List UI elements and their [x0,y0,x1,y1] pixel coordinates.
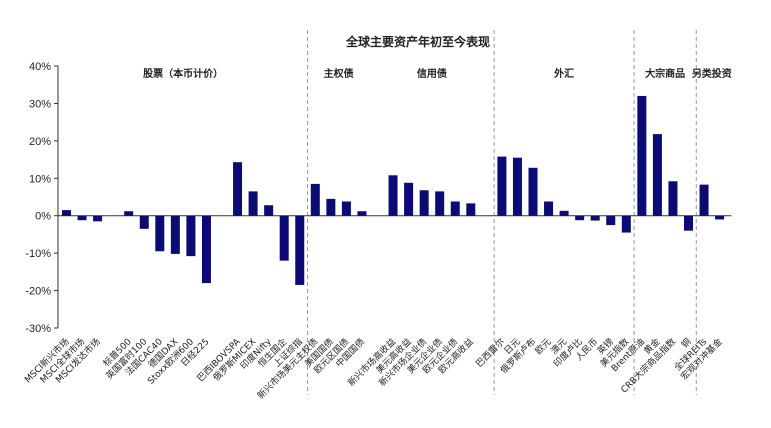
bar [341,201,351,216]
bar [388,175,398,216]
group-label: 外汇 [553,67,574,80]
bar [528,167,538,216]
bar [93,215,103,222]
y-tick-label: 20% [29,136,51,148]
y-tick-label: 30% [29,98,51,110]
bar [201,215,211,284]
bar [699,184,709,216]
bar [77,215,87,221]
bar [497,156,507,216]
bar [559,210,569,216]
section-dividers [307,30,697,395]
y-tick-label: 0% [35,211,51,223]
y-axis: -30% -20% -10% 0% 10% 20% 30% 40% [25,61,732,335]
y-tick-label: -10% [25,248,51,260]
bar [590,215,600,221]
bars [62,95,725,285]
bar [544,201,554,216]
bar [264,205,274,216]
bar [233,162,243,216]
bar [512,157,522,216]
group-label: 股票（本币计价） [143,67,223,80]
y-tick-label: -30% [25,323,51,335]
group-label: 信用债 [417,67,447,80]
bar [326,198,336,216]
bar [357,211,367,216]
y-tick-label: -20% [25,286,51,298]
bar [435,191,445,216]
group-label: 大宗商品 [645,67,685,80]
group-label: 另类投资 [692,67,732,80]
bar [606,215,616,226]
group-labels: 股票（本币计价） 主权债 信用债 外汇 大宗商品 另类投资 [143,67,732,80]
bar [575,215,585,221]
bar [124,211,134,216]
bar [279,215,289,261]
bar [248,191,258,216]
x-tick-label: 巴西雷尔 [473,336,507,370]
bar [62,210,71,216]
bar [186,215,196,257]
bar [684,215,693,231]
bar [715,215,725,220]
y-tick-label: 40% [29,61,51,73]
bar [637,95,647,216]
bar [668,181,678,216]
group-label: 主权债 [324,67,354,80]
bar [450,201,460,216]
bar [404,182,414,216]
bar [310,183,320,216]
y-tick-label: 10% [29,173,51,185]
bar [419,190,429,216]
bar [652,134,662,216]
bar [155,215,165,252]
chart-title: 全球主要资产年初至今表现 [345,34,490,49]
bar [170,215,180,254]
bar [139,215,149,229]
bar [295,215,305,285]
bar [466,203,476,216]
bar [621,215,631,233]
